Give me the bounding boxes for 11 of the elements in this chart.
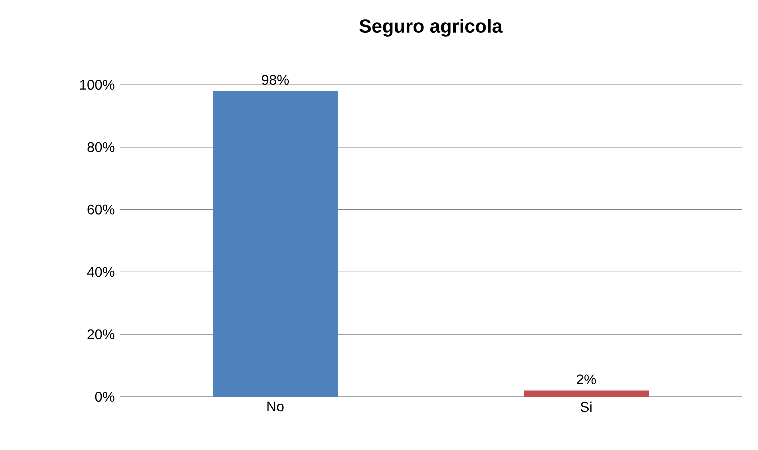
y-tick-label: 100% <box>80 80 115 90</box>
y-tick-label: 20% <box>88 330 115 340</box>
y-tick-label: 80% <box>88 142 115 152</box>
data-label: 98% <box>262 75 290 86</box>
y-tick-label: 40% <box>87 267 115 278</box>
data-label: 2% <box>577 374 596 385</box>
x-tick-label: No <box>268 402 284 412</box>
y-tick-label: 0% <box>95 392 115 402</box>
chart-title: Seguro agricola <box>360 19 503 37</box>
x-tick-label: Si <box>580 402 592 412</box>
y-tick-label: 60% <box>88 204 115 215</box>
